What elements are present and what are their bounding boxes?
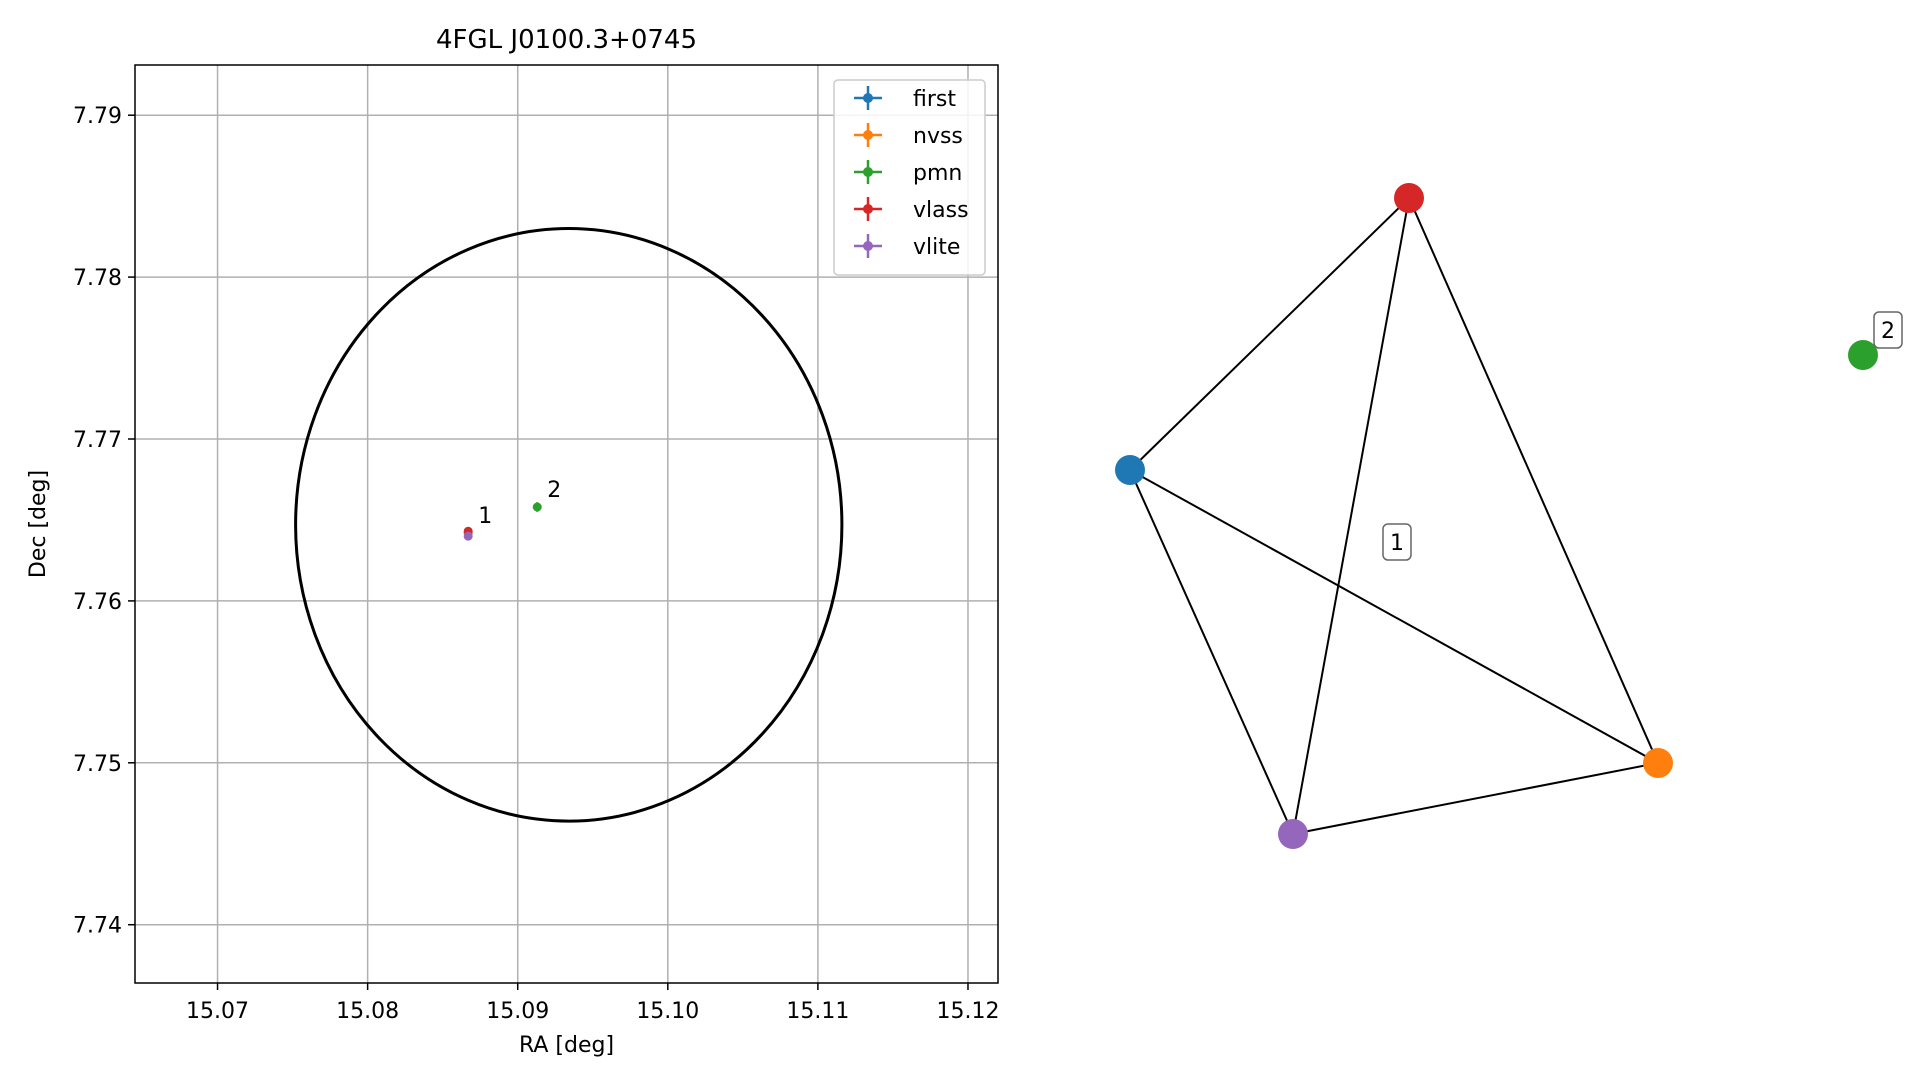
legend-entry-first: first: [854, 86, 956, 112]
graph-node-nvss: [1643, 748, 1673, 778]
legend-marker-dot: [863, 204, 873, 214]
graph-edge-vlass-nvss: [1408, 197, 1659, 764]
point-annotation: 1: [478, 504, 492, 529]
graph-edge-vlass-vlite: [1292, 197, 1410, 835]
legend-entry-vlite: vlite: [854, 234, 960, 260]
group-label-text: 1: [1390, 531, 1404, 556]
graph-edge-vlite-nvss: [1292, 762, 1659, 835]
data-point-vlite: [463, 531, 473, 541]
group-label-box: [1382, 523, 1412, 561]
graph-node-first: [1115, 455, 1145, 485]
x-tick-label: 15.12: [936, 999, 999, 1024]
graph-group-label: 1: [1382, 523, 1412, 561]
graph-node-vlite: [1278, 819, 1308, 849]
y-ticks: 7.74 7.75 7.76 7.77 7.78 7.79: [73, 104, 135, 939]
legend-marker-dot: [863, 130, 873, 140]
data-points: [463, 502, 542, 541]
legend-label: vlass: [913, 198, 969, 223]
uncertainty-ellipse-layer: [294, 227, 844, 823]
graph-nodes: [1115, 183, 1878, 849]
graph-node-vlass: [1394, 183, 1424, 213]
scatter-chart: 12 15.07 15.08 15.09 15.10 15.11 15.12 7.747.…: [26, 25, 999, 1058]
group-label-text: 2: [1881, 319, 1895, 344]
point-marker: [463, 531, 473, 541]
legend-entry-vlass: vlass: [854, 197, 969, 223]
graph-edge-first-nvss: [1129, 469, 1659, 764]
graph-group-label: 2: [1873, 311, 1903, 349]
legend-label: vlite: [913, 235, 960, 260]
x-tick-label: 15.09: [486, 999, 549, 1024]
annotations: 12: [478, 478, 561, 529]
legend-marker-dot: [863, 241, 873, 251]
legend-entry-nvss: nvss: [854, 123, 963, 149]
chart-title: 4FGL J0100.3+0745: [436, 25, 697, 55]
graph-edge-first-vlite: [1129, 469, 1294, 835]
graph-edge-first-vlass: [1129, 197, 1410, 471]
x-tick-label: 15.11: [786, 999, 849, 1024]
legend-entry-pmn: pmn: [854, 160, 962, 186]
y-tick-label: 7.76: [73, 590, 122, 615]
legend-label: first: [913, 87, 956, 112]
x-tick-label: 15.07: [186, 999, 249, 1024]
legend-label: pmn: [913, 161, 962, 186]
y-tick-label: 7.77: [73, 428, 122, 453]
plot-frame: [134, 64, 999, 984]
x-ticks: 15.07 15.08 15.09 15.10 15.11 15.12: [186, 983, 999, 1024]
graph-group-labels: 12: [1382, 311, 1903, 561]
y-tick-label: 7.78: [73, 266, 122, 291]
legend-box: [833, 79, 986, 276]
point-annotation: 2: [547, 478, 561, 503]
y-tick-label: 7.74: [73, 914, 122, 939]
point-marker: [532, 502, 542, 512]
legend-marker-dot: [863, 93, 873, 103]
x-tick-label: 15.08: [336, 999, 399, 1024]
graph-node-pmn: [1848, 340, 1878, 370]
y-axis-label: Dec [deg]: [26, 470, 51, 578]
legend-label: nvss: [913, 124, 963, 149]
legend-marker-dot: [863, 167, 873, 177]
network-graph: 12: [1115, 183, 1903, 849]
group-label-box: [1873, 311, 1903, 349]
graph-edges: [1129, 197, 1659, 835]
x-axis-label: RA [deg]: [519, 1033, 614, 1058]
x-tick-label: 15.10: [636, 999, 699, 1024]
legend: first nvss pmn vlass vlite: [833, 79, 986, 276]
data-point-pmn: [532, 502, 542, 512]
uncertainty-ellipse: [294, 227, 844, 823]
y-tick-label: 7.75: [73, 752, 122, 777]
y-tick-label: 7.79: [73, 104, 122, 129]
